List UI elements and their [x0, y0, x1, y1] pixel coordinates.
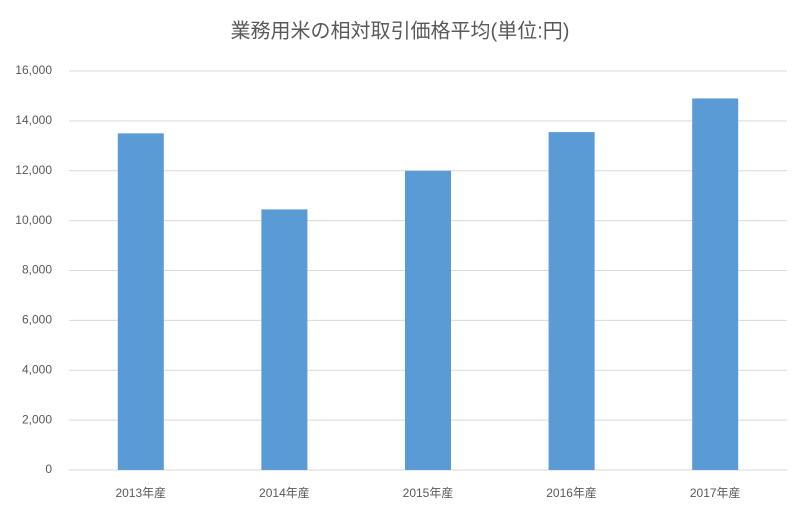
y-tick-label: 8,000	[22, 263, 52, 277]
x-tick-label: 2015年産	[403, 485, 454, 500]
x-tick-label: 2013年産	[115, 485, 166, 500]
bar	[692, 98, 739, 471]
y-tick-label: 10,000	[15, 213, 52, 227]
y-tick-label: 2,000	[22, 412, 52, 426]
bar	[405, 170, 451, 470]
x-tick-label: 2016年産	[546, 485, 597, 500]
y-tick-label: 0	[45, 462, 52, 476]
y-tick-label: 14,000	[15, 113, 52, 127]
chart-title: 業務用米の相対取引価格平均(単位:円)	[231, 19, 570, 42]
x-tick-label: 2014年産	[259, 485, 310, 500]
x-tick-label: 2017年産	[690, 485, 741, 500]
y-tick-label: 12,000	[15, 163, 52, 177]
bar	[261, 209, 308, 470]
y-tick-label: 6,000	[22, 313, 52, 327]
y-tick-label: 16,000	[15, 63, 52, 77]
y-tick-label: 4,000	[22, 362, 52, 376]
bar	[117, 133, 164, 470]
bar	[548, 132, 595, 471]
